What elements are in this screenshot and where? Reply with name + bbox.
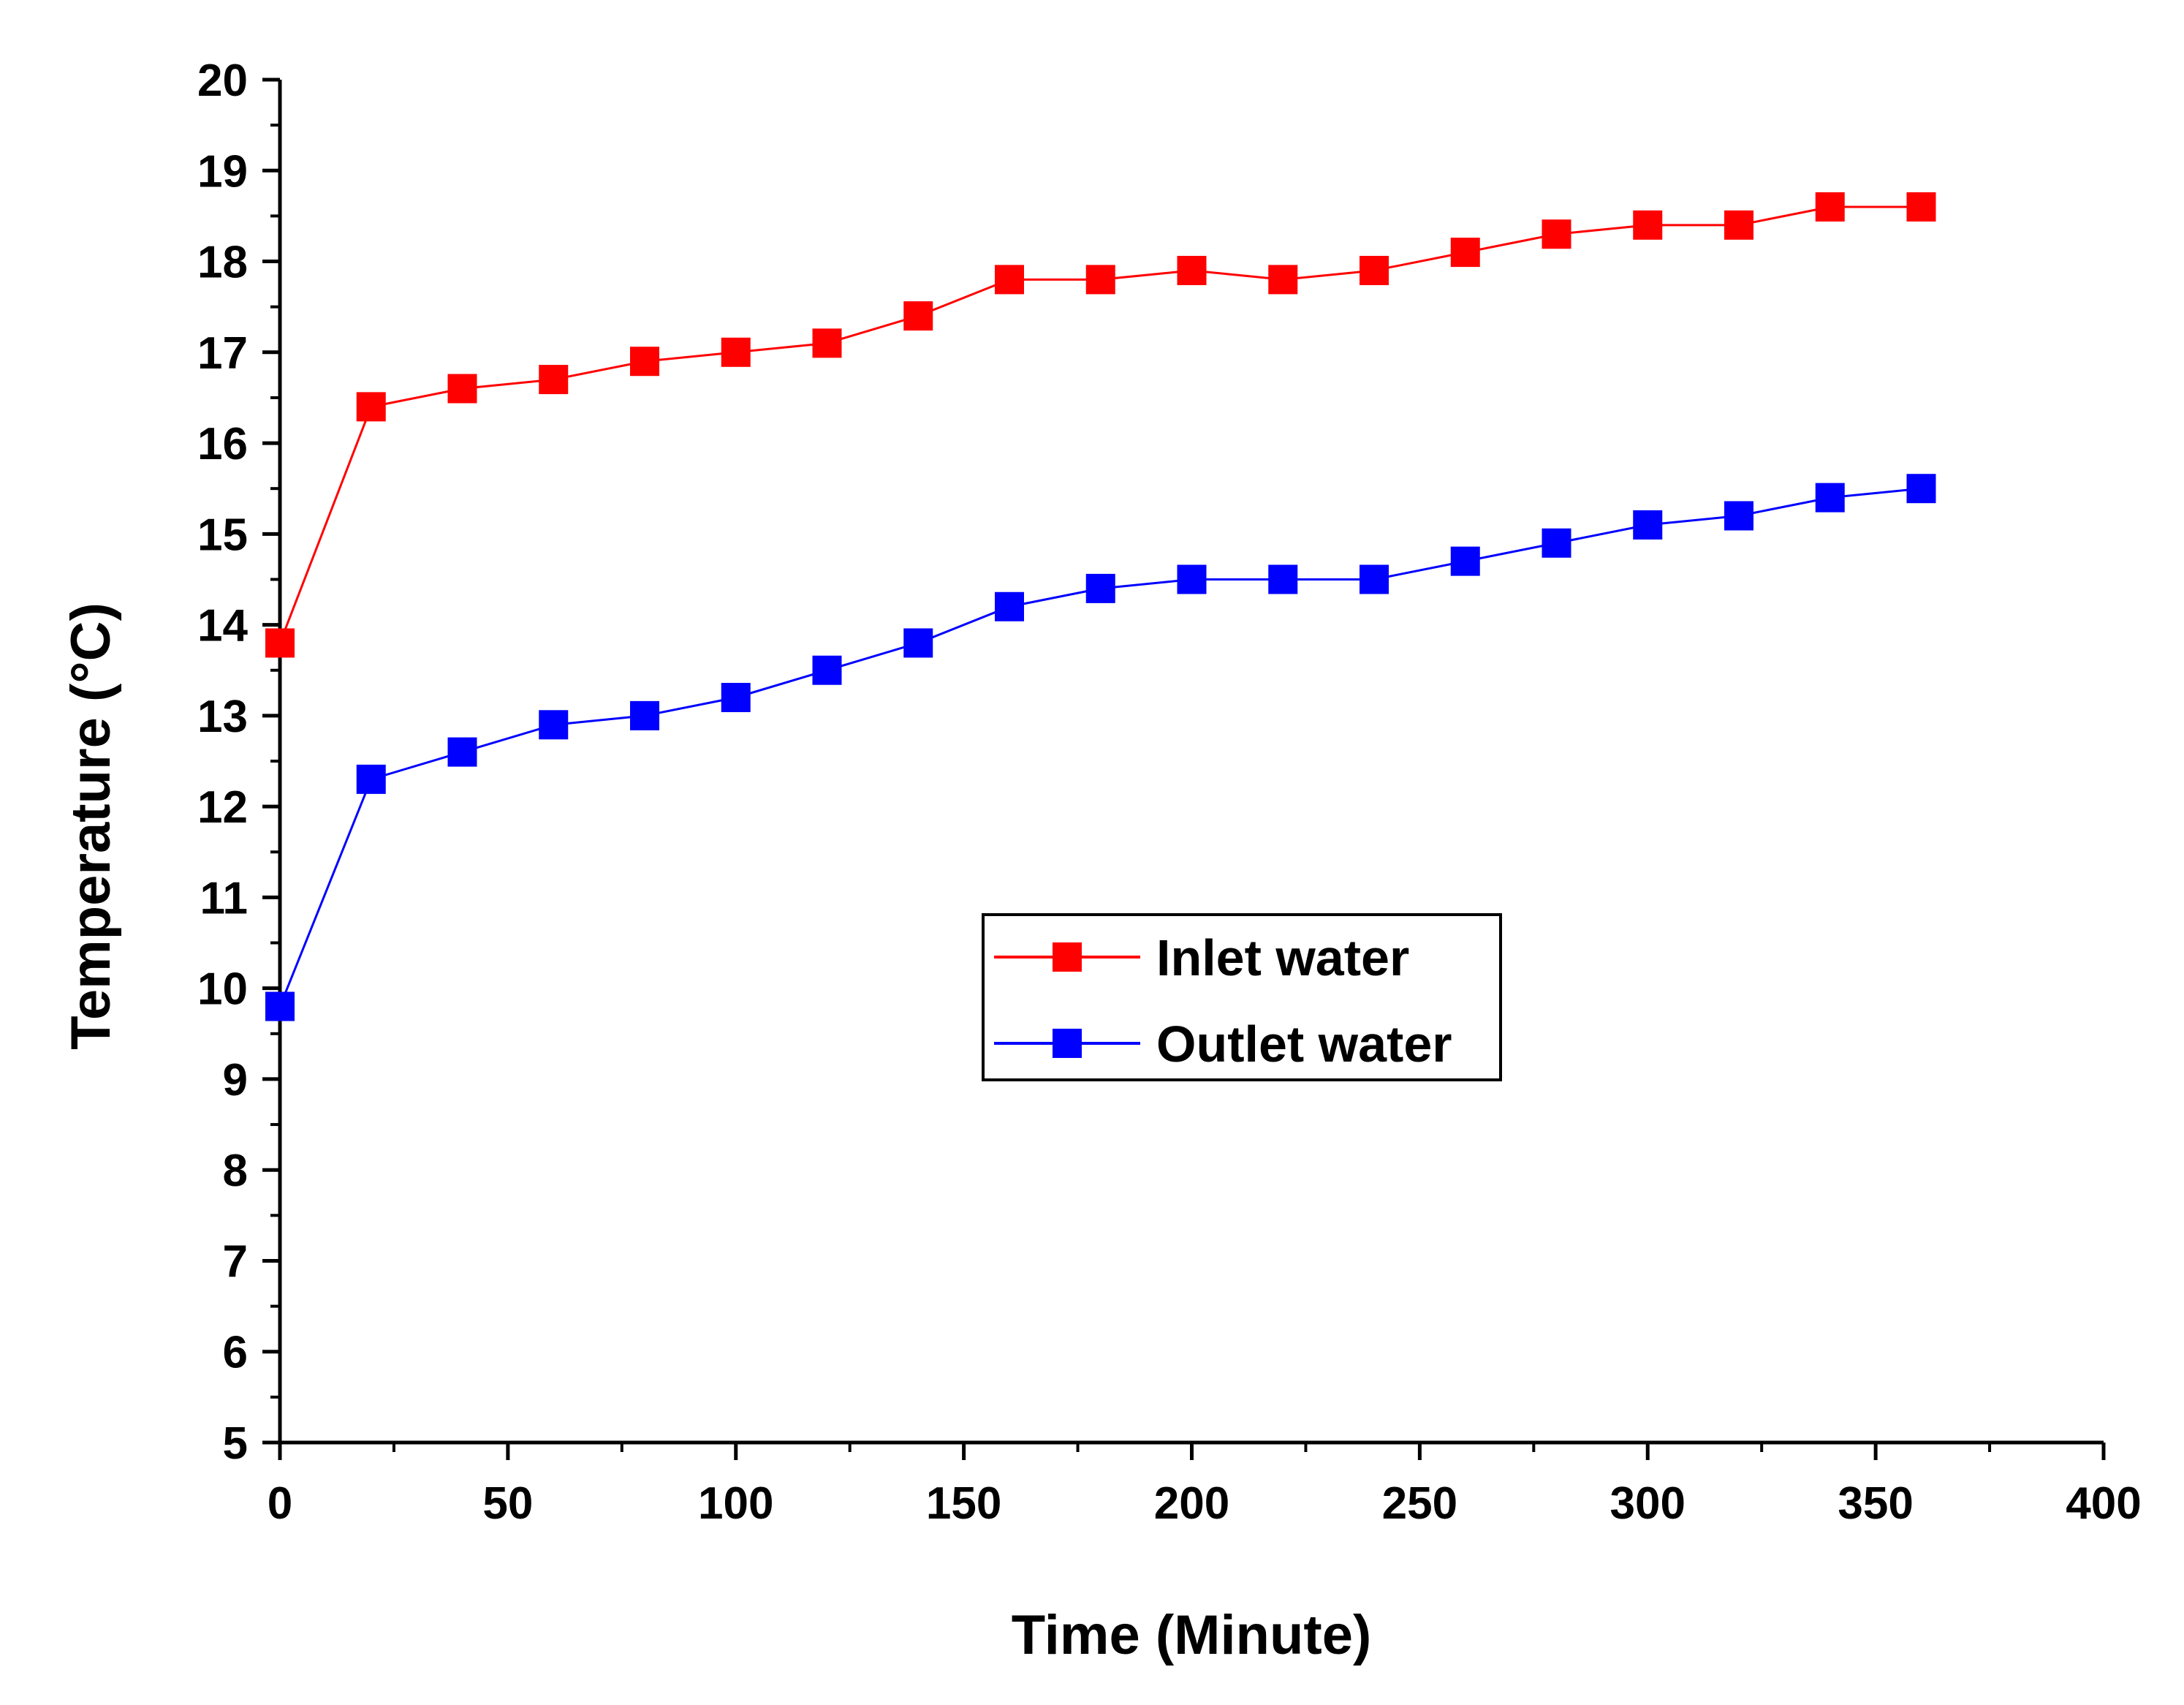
inlet-water-point <box>356 392 386 422</box>
x-tick-label: 150 <box>926 1478 1001 1529</box>
inlet-water-point <box>265 628 295 658</box>
x-tick-label: 50 <box>482 1478 533 1529</box>
legend: Inlet water Outlet water <box>982 913 1502 1081</box>
inlet-water-point <box>1633 210 1663 240</box>
outlet-water-point <box>721 683 751 713</box>
inlet-water-point <box>812 328 842 358</box>
outlet-water-point <box>539 710 569 740</box>
inlet-water-point <box>721 337 751 367</box>
y-tick-label: 18 <box>197 238 248 288</box>
outlet-water-point <box>630 700 659 730</box>
inlet-water-point <box>1360 255 1389 285</box>
x-tick-label: 350 <box>1838 1478 1913 1529</box>
inlet-water-point <box>1268 265 1298 295</box>
y-tick-label: 17 <box>197 328 248 379</box>
inlet-water-point <box>1542 219 1571 249</box>
y-tick-label: 19 <box>197 146 248 197</box>
x-tick-label: 0 <box>268 1478 292 1529</box>
legend-label-outlet-water: Outlet water <box>1156 1016 1452 1073</box>
x-tick-label: 100 <box>698 1478 773 1529</box>
inlet-water-point <box>1450 238 1480 268</box>
outlet-water-point <box>265 991 295 1021</box>
y-tick-label: 12 <box>197 782 248 833</box>
inlet-water-point <box>995 265 1024 295</box>
outlet-water-point <box>1633 510 1663 540</box>
y-tick-label: 9 <box>223 1055 248 1105</box>
x-tick-label: 200 <box>1154 1478 1229 1529</box>
outlet-water-point <box>1906 474 1936 504</box>
inlet-water-point <box>1815 192 1845 222</box>
x-axis-title: Time (Minute) <box>1012 1604 1372 1666</box>
x-tick-label: 250 <box>1382 1478 1457 1529</box>
outlet-water-point <box>1450 546 1480 576</box>
y-tick-label: 11 <box>200 873 248 923</box>
outlet-water-point <box>447 737 477 767</box>
y-tick-label: 10 <box>197 964 248 1015</box>
y-tick-label: 7 <box>223 1236 248 1287</box>
y-tick-label: 20 <box>197 56 248 106</box>
outlet-water-point <box>903 628 933 658</box>
y-axis-title: Temperature (°C) <box>60 602 122 1050</box>
legend-label-inlet-water: Inlet water <box>1156 929 1409 986</box>
outlet-water-point <box>1085 573 1115 603</box>
outlet-water-point <box>812 655 842 685</box>
legend-marker-inlet-water <box>1053 942 1082 972</box>
outlet-water-point <box>995 591 1024 621</box>
outlet-water-point <box>1360 564 1389 594</box>
y-tick-label: 6 <box>223 1328 248 1378</box>
inlet-water-point <box>447 374 477 404</box>
x-tick-label: 400 <box>2066 1478 2141 1529</box>
outlet-water-point <box>1542 528 1571 558</box>
legend-marker-outlet-water <box>1053 1029 1082 1058</box>
outlet-water-point <box>1724 501 1753 531</box>
outlet-water-point <box>356 764 386 794</box>
outlet-water-point <box>1815 483 1845 513</box>
inlet-water-point <box>1177 255 1207 285</box>
inlet-water-point <box>630 347 659 377</box>
inlet-water-point <box>1906 192 1936 222</box>
y-tick-label: 5 <box>223 1418 248 1469</box>
x-tick-label: 300 <box>1610 1478 1686 1529</box>
y-tick-label: 15 <box>197 510 248 560</box>
y-tick-label: 13 <box>197 692 248 742</box>
inlet-water-point <box>1085 265 1115 295</box>
outlet-water-point <box>1268 564 1298 594</box>
y-tick-label: 16 <box>197 419 248 469</box>
y-tick-label: 14 <box>197 601 248 651</box>
inlet-water-point <box>903 301 933 331</box>
outlet-water-point <box>1177 564 1207 594</box>
inlet-water-point <box>539 365 569 395</box>
inlet-water-point <box>1724 210 1753 240</box>
y-tick-label: 8 <box>223 1146 248 1196</box>
